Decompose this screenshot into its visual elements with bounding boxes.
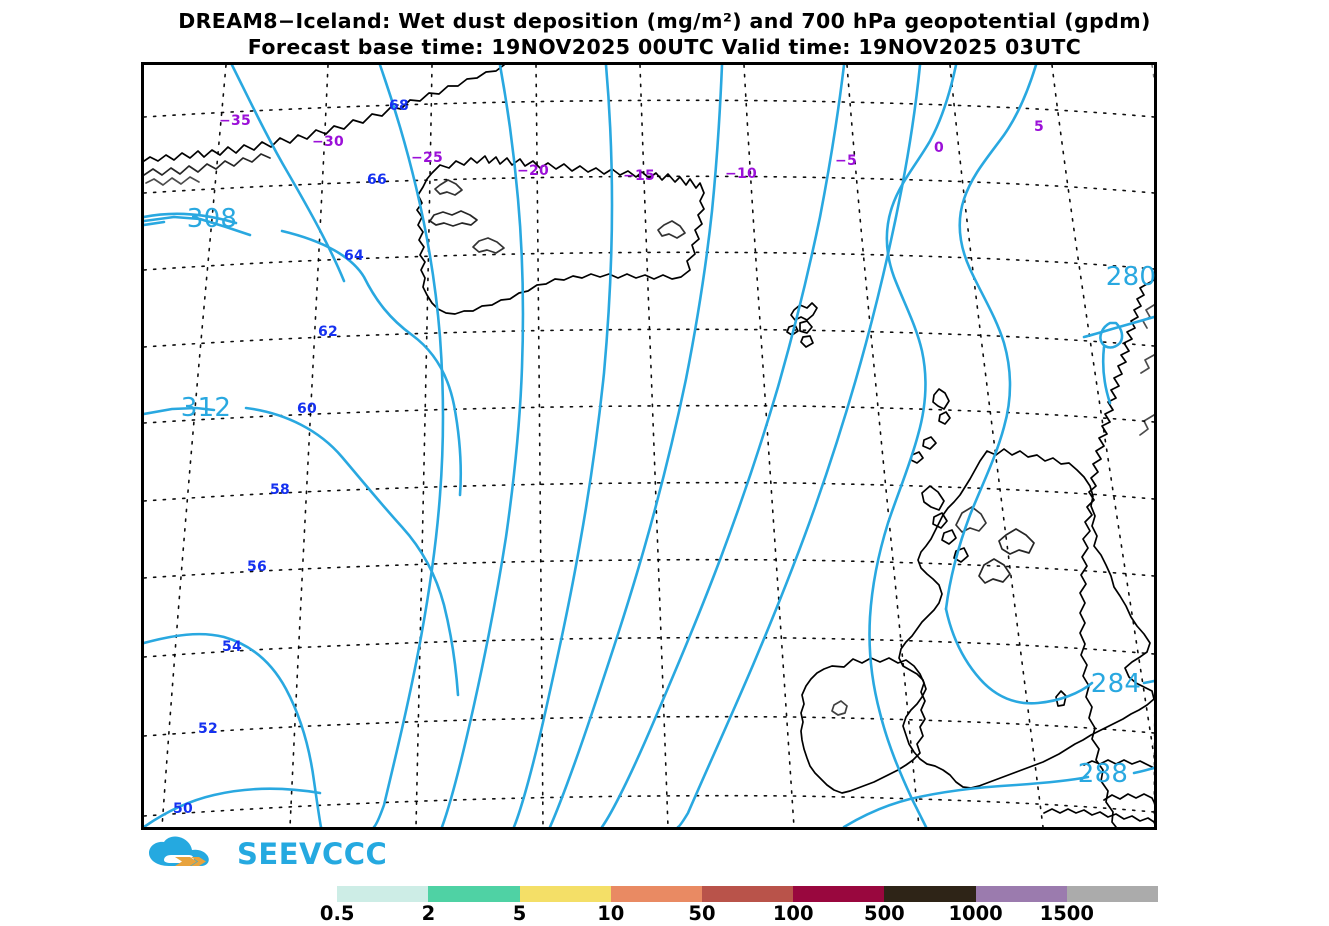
coastline-continental-europe bbox=[1083, 759, 1154, 769]
colorbar-tick-label-5: 100 bbox=[772, 902, 814, 925]
contour-280b bbox=[1099, 321, 1124, 349]
contour-label-0: 308 bbox=[186, 204, 238, 234]
graticule-latitude-lines bbox=[144, 99, 1154, 817]
longitude-label-5: −10 bbox=[724, 166, 758, 182]
longitude-label-4: −15 bbox=[622, 168, 656, 184]
contour-line-d bbox=[440, 65, 525, 827]
colorbar-labels: 0.5 2 5 10 50 100 500 1000 1500 bbox=[246, 902, 1158, 926]
colorbar-segment-2 bbox=[428, 886, 520, 902]
longitude-label-0: −35 bbox=[218, 113, 252, 129]
contour-label-1: 312 bbox=[180, 393, 232, 423]
latitude-label-3: 62 bbox=[317, 324, 339, 340]
contour-label-2: 280 bbox=[1105, 262, 1157, 292]
contour-line-e bbox=[512, 65, 614, 827]
colorbar-tick-label-6: 500 bbox=[864, 902, 905, 925]
coastlines bbox=[144, 65, 1154, 827]
latitude-label-2: 64 bbox=[343, 248, 365, 264]
contour-label-4: 288 bbox=[1077, 759, 1129, 789]
longitude-label-7: 0 bbox=[933, 140, 945, 156]
latitude-label-9: 50 bbox=[172, 801, 194, 817]
map-canvas bbox=[144, 65, 1154, 827]
longitude-label-6: −5 bbox=[834, 153, 858, 169]
latitude-label-4: 60 bbox=[296, 401, 318, 417]
contour-line-c bbox=[372, 65, 445, 827]
graticule-longitude-lines bbox=[161, 65, 1154, 827]
contour-280 bbox=[1082, 315, 1154, 339]
page-title: DREAM8−Iceland: Wet dust deposition (mg/… bbox=[178, 9, 1151, 33]
coastline-outer-hebrides bbox=[921, 485, 969, 563]
coastline-shetland-orkney bbox=[910, 388, 951, 464]
colorbar-segment-0 bbox=[246, 886, 338, 902]
contour-284 bbox=[944, 607, 1094, 705]
colorbar-segments bbox=[246, 886, 1159, 902]
colorbar-segment-8 bbox=[975, 886, 1067, 902]
coastline-great-britain bbox=[898, 448, 1154, 789]
coastline-iceland bbox=[416, 155, 705, 315]
colorbar-tick-label-8: 1500 bbox=[1039, 902, 1094, 925]
colorbar-segment-6 bbox=[793, 886, 885, 902]
contour-308 bbox=[144, 215, 252, 237]
coastline-norway bbox=[1079, 279, 1154, 827]
colorbar-segment-7 bbox=[884, 886, 976, 902]
colorbar-tick-label-3: 10 bbox=[597, 902, 625, 925]
latitude-label-0: 68 bbox=[388, 98, 410, 114]
colorbar-tick-label-2: 5 bbox=[512, 902, 527, 925]
colorbar-tick-label-4: 50 bbox=[688, 902, 716, 925]
map-panel: 68 66 64 62 60 58 56 54 52 50 −35 −30 −25 −20 −15 −10−… bbox=[141, 62, 1157, 830]
forecast-time-line: Forecast base time: 19NOV2025 00UTC Vali… bbox=[247, 35, 1082, 59]
coastline-isle-of-man bbox=[1055, 690, 1067, 707]
colorbar-segment-3 bbox=[519, 886, 611, 902]
contour-288b bbox=[842, 775, 1090, 827]
colorbar-segment-4 bbox=[610, 886, 703, 902]
seevccc-logo: SEEVCCC bbox=[145, 836, 387, 872]
colorbar-segment-1 bbox=[337, 886, 429, 902]
contour-line-f bbox=[548, 65, 724, 827]
contour-line-a bbox=[230, 65, 346, 283]
coastline-ireland bbox=[800, 657, 926, 794]
colorbar-tick-label-1: 2 bbox=[421, 902, 436, 925]
colorbar-segment-5 bbox=[702, 886, 794, 902]
longitude-label-3: −20 bbox=[516, 163, 550, 179]
latitude-label-6: 56 bbox=[246, 559, 268, 575]
geopotential-contours bbox=[144, 65, 1154, 827]
contour-line-g bbox=[600, 65, 846, 827]
contour-label-3: 284 bbox=[1090, 669, 1142, 699]
colorbar-tick-label-7: 1000 bbox=[948, 902, 1003, 925]
latitude-label-5: 58 bbox=[269, 482, 291, 498]
logo-text: SEEVCCC bbox=[237, 837, 388, 871]
longitude-label-2: −25 bbox=[410, 150, 444, 166]
colorbar-segment-9 bbox=[1066, 886, 1159, 902]
contour-312 bbox=[144, 406, 216, 416]
latitude-label-8: 52 bbox=[197, 721, 219, 737]
latitude-label-1: 66 bbox=[366, 172, 388, 188]
contour-288 bbox=[144, 787, 322, 827]
contour-line-i bbox=[868, 65, 958, 827]
coastline-greenland bbox=[144, 65, 505, 162]
longitude-label-1: −30 bbox=[311, 134, 345, 150]
cloud-icon bbox=[149, 836, 209, 866]
contour-line-j bbox=[944, 65, 1038, 611]
longitude-label-8: 5 bbox=[1033, 119, 1045, 135]
chart-title-block: DREAM8−Iceland: Wet dust deposition (mg/… bbox=[0, 8, 1329, 60]
latitude-label-7: 54 bbox=[221, 639, 243, 655]
colorbar-tick-label-0: 0.5 bbox=[319, 902, 355, 925]
colorbar bbox=[246, 886, 1159, 902]
contour-line-b bbox=[144, 632, 323, 827]
